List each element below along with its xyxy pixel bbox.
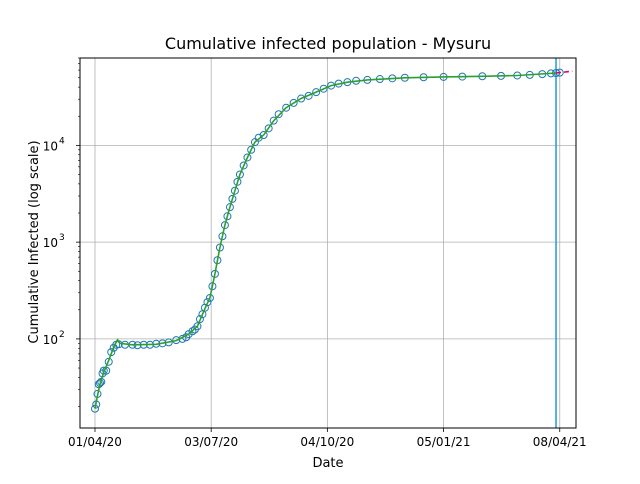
data-point xyxy=(247,145,256,154)
data-point xyxy=(230,186,239,195)
data-point xyxy=(239,161,248,170)
data-point xyxy=(193,322,202,331)
y-tick-exponent: 2 xyxy=(59,330,65,340)
x-tick-label: 04/10/20 xyxy=(300,435,354,449)
data-point xyxy=(172,336,181,345)
data-point xyxy=(274,110,283,119)
y-tick-exponent: 4 xyxy=(59,136,65,146)
data-point xyxy=(203,298,212,307)
series-layer xyxy=(90,68,573,413)
grid-lines xyxy=(80,58,576,428)
data-point xyxy=(195,315,204,324)
y-tick-label: 10 xyxy=(43,333,58,347)
data-point xyxy=(259,131,268,140)
x-tick-label: 03/07/20 xyxy=(184,435,238,449)
data-point xyxy=(223,212,232,221)
data-point xyxy=(243,153,252,162)
data-point xyxy=(304,91,313,100)
data-point xyxy=(312,88,321,97)
data-point xyxy=(235,170,244,179)
data-point xyxy=(319,84,328,93)
x-axis-ticks: 01/04/20 03/07/20 04/10/20 05/01/21 08/04/21 xyxy=(68,428,587,449)
x-tick-label: 08/04/21 xyxy=(533,435,587,449)
data-point xyxy=(254,133,263,142)
data-point xyxy=(282,103,291,112)
y-tick-label: 10 xyxy=(43,236,58,250)
data-point xyxy=(269,116,278,125)
y-axis-label: Cumulative Infected (log scale) xyxy=(27,140,42,343)
data-point xyxy=(289,98,298,107)
chart-title: Cumulative infected population - Mysuru xyxy=(165,34,491,53)
data-point xyxy=(264,124,273,133)
x-tick-label: 01/04/20 xyxy=(68,435,122,449)
fit-line xyxy=(94,72,557,409)
x-tick-label: 05/01/21 xyxy=(417,435,471,449)
y-tick-label: 10 xyxy=(43,139,58,153)
plot-frame xyxy=(79,57,577,429)
data-point xyxy=(297,94,306,103)
data-point xyxy=(233,177,242,186)
data-point xyxy=(225,203,234,212)
projection-line xyxy=(555,70,573,74)
x-axis-label: Date xyxy=(312,456,343,471)
data-point xyxy=(188,327,197,336)
data-point xyxy=(228,194,237,203)
y-tick-exponent: 3 xyxy=(59,233,65,243)
